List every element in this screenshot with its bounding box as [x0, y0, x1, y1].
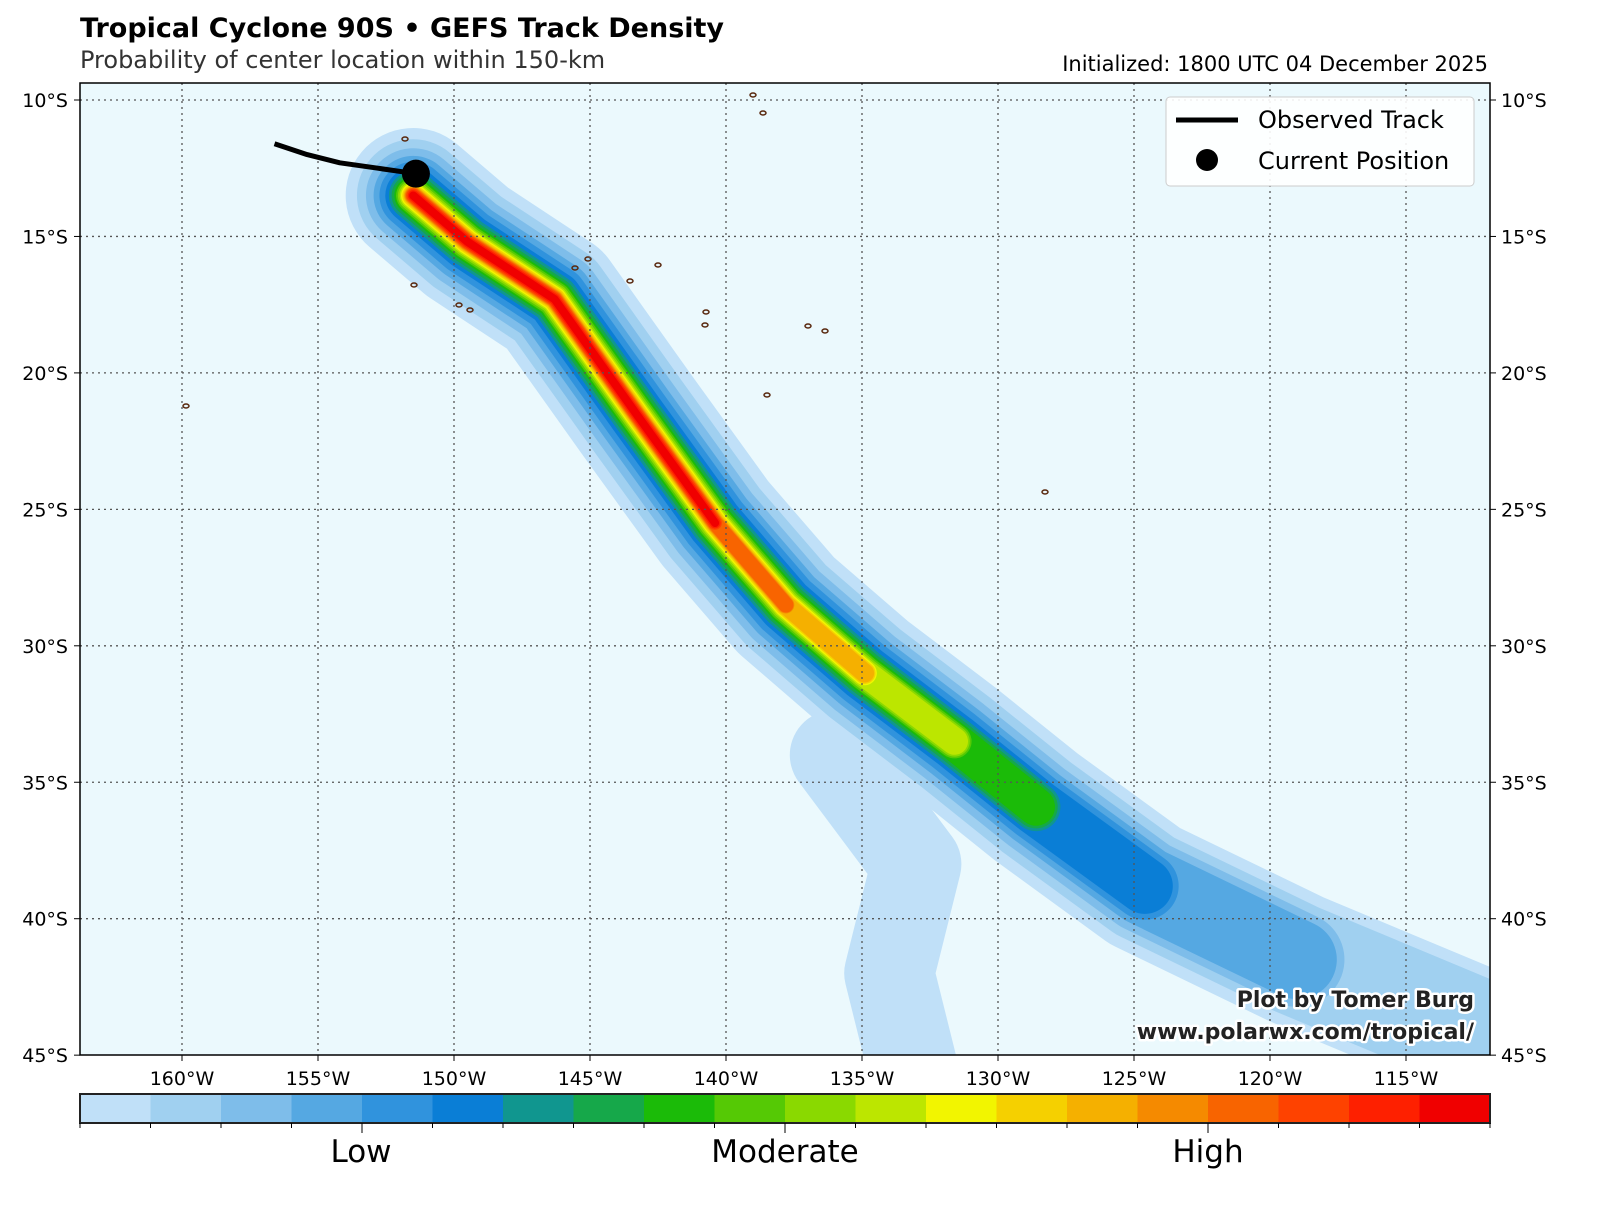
island-outline: [804, 323, 812, 329]
x-tick-label: 140°W: [694, 1068, 759, 1090]
colorbar-swatch: [644, 1094, 715, 1123]
x-tick-label: 130°W: [966, 1068, 1031, 1090]
colorbar-swatch: [1349, 1094, 1420, 1123]
legend-position-label: Current Position: [1258, 147, 1449, 175]
y-tick-label-right: 40°S: [1501, 909, 1547, 931]
island-outline: [821, 328, 829, 334]
x-tick-label: 125°W: [1102, 1068, 1167, 1090]
colorbar-swatch: [503, 1094, 574, 1123]
colorbar-swatch: [362, 1094, 433, 1123]
y-tick-label-right: 45°S: [1501, 1045, 1547, 1067]
current-position-marker: [401, 159, 430, 188]
credit-author: Plot by Tomer Burg: [1237, 988, 1474, 1013]
colorbar-label-high: High: [1172, 1134, 1243, 1170]
y-tick-label-right: 25°S: [1501, 499, 1547, 521]
colorbar-swatch: [291, 1094, 363, 1123]
gridlines: [74, 83, 1496, 1061]
island-outline: [626, 278, 634, 284]
density-contour-19: [409, 191, 720, 528]
y-tick-label-right: 30°S: [1501, 636, 1547, 658]
colorbar-swatch: [1067, 1094, 1138, 1123]
colorbar-swatch: [221, 1094, 292, 1123]
colorbar-swatch: [996, 1094, 1068, 1123]
chart-title: Tropical Cyclone 90S • GEFS Track Densit…: [80, 13, 724, 44]
islands: [182, 92, 1049, 495]
y-tick-label-left: 15°S: [22, 226, 68, 248]
init-time: Initialized: 1800 UTC 04 December 2025: [1062, 52, 1488, 76]
island-outline: [466, 307, 474, 313]
position-dot-icon: [1196, 149, 1218, 171]
island-outline: [759, 110, 767, 116]
observed-track-layer: [273, 141, 430, 188]
x-tick-labels: 160°W 155°W 150°W 145°W 140°W 135°W 130°W 125°W…: [150, 1068, 1439, 1090]
y-tick-label-left: 40°S: [22, 909, 68, 931]
x-tick-label: 120°W: [1238, 1068, 1303, 1090]
x-tick-label: 115°W: [1374, 1068, 1439, 1090]
y-tick-label-left: 35°S: [22, 772, 68, 794]
island-outline: [182, 403, 190, 409]
island-outline: [1041, 489, 1049, 495]
colorbar-swatch: [1419, 1094, 1491, 1123]
island-outline: [701, 322, 709, 328]
island-outline: [410, 282, 418, 288]
y-tick-label-left: 45°S: [22, 1045, 68, 1067]
chart-subtitle: Probability of center location within 15…: [80, 46, 605, 74]
island-outline: [654, 262, 662, 268]
x-tick-label: 145°W: [558, 1068, 623, 1090]
y-tick-label-right: 35°S: [1501, 772, 1547, 794]
legend-track-label: Observed Track: [1258, 106, 1444, 134]
x-tick-label: 155°W: [286, 1068, 351, 1090]
legend: Observed Track Current Position: [1165, 96, 1475, 187]
y-tick-label-right: 15°S: [1501, 226, 1547, 248]
y-tick-label-left: 10°S: [22, 90, 68, 112]
y-tick-label-left: 20°S: [22, 363, 68, 385]
colorbar-swatch: [432, 1094, 504, 1123]
colorbar-swatch: [573, 1094, 645, 1123]
island-outline: [584, 256, 592, 262]
island-outline: [763, 392, 771, 398]
colorbar-swatch: [150, 1094, 222, 1123]
colorbar-swatch: [714, 1094, 786, 1123]
legend-box: [1165, 96, 1475, 187]
island-outline: [571, 265, 579, 271]
colorbar-swatch: [1208, 1094, 1279, 1123]
colorbar: [79, 1093, 1491, 1133]
colorbar-label-moderate: Moderate: [711, 1134, 858, 1170]
colorbar-swatch: [855, 1094, 927, 1123]
y-tick-label-left: 30°S: [22, 636, 68, 658]
x-tick-label: 160°W: [150, 1068, 215, 1090]
colorbar-swatch: [1137, 1094, 1209, 1123]
y-tick-label-right: 20°S: [1501, 363, 1547, 385]
island-outline: [455, 302, 463, 308]
density-field: [345, 128, 1490, 1055]
island-outline: [401, 136, 409, 142]
x-tick-label: 150°W: [422, 1068, 487, 1090]
colorbar-swatch: [80, 1094, 151, 1123]
x-tick-label: 135°W: [830, 1068, 895, 1090]
island-outline: [749, 92, 757, 98]
credit-url[interactable]: www.polarwx.com/tropical/: [1134, 1018, 1477, 1048]
y-tick-label-left: 25°S: [22, 499, 68, 521]
y-tick-labels: 10°S 10°S 15°S 15°S 20°S 20°S 25°S 25°S 30°S 30°S…: [22, 90, 1547, 1067]
colorbar-swatch: [1278, 1094, 1350, 1123]
colorbar-swatch: [926, 1094, 997, 1123]
colorbar-label-low: Low: [330, 1134, 391, 1170]
map-frame: [79, 82, 1491, 1056]
colorbar-swatch: [785, 1094, 856, 1123]
island-outline: [702, 309, 710, 315]
observed-track-line: [273, 141, 417, 177]
y-tick-label-right: 10°S: [1501, 90, 1547, 112]
